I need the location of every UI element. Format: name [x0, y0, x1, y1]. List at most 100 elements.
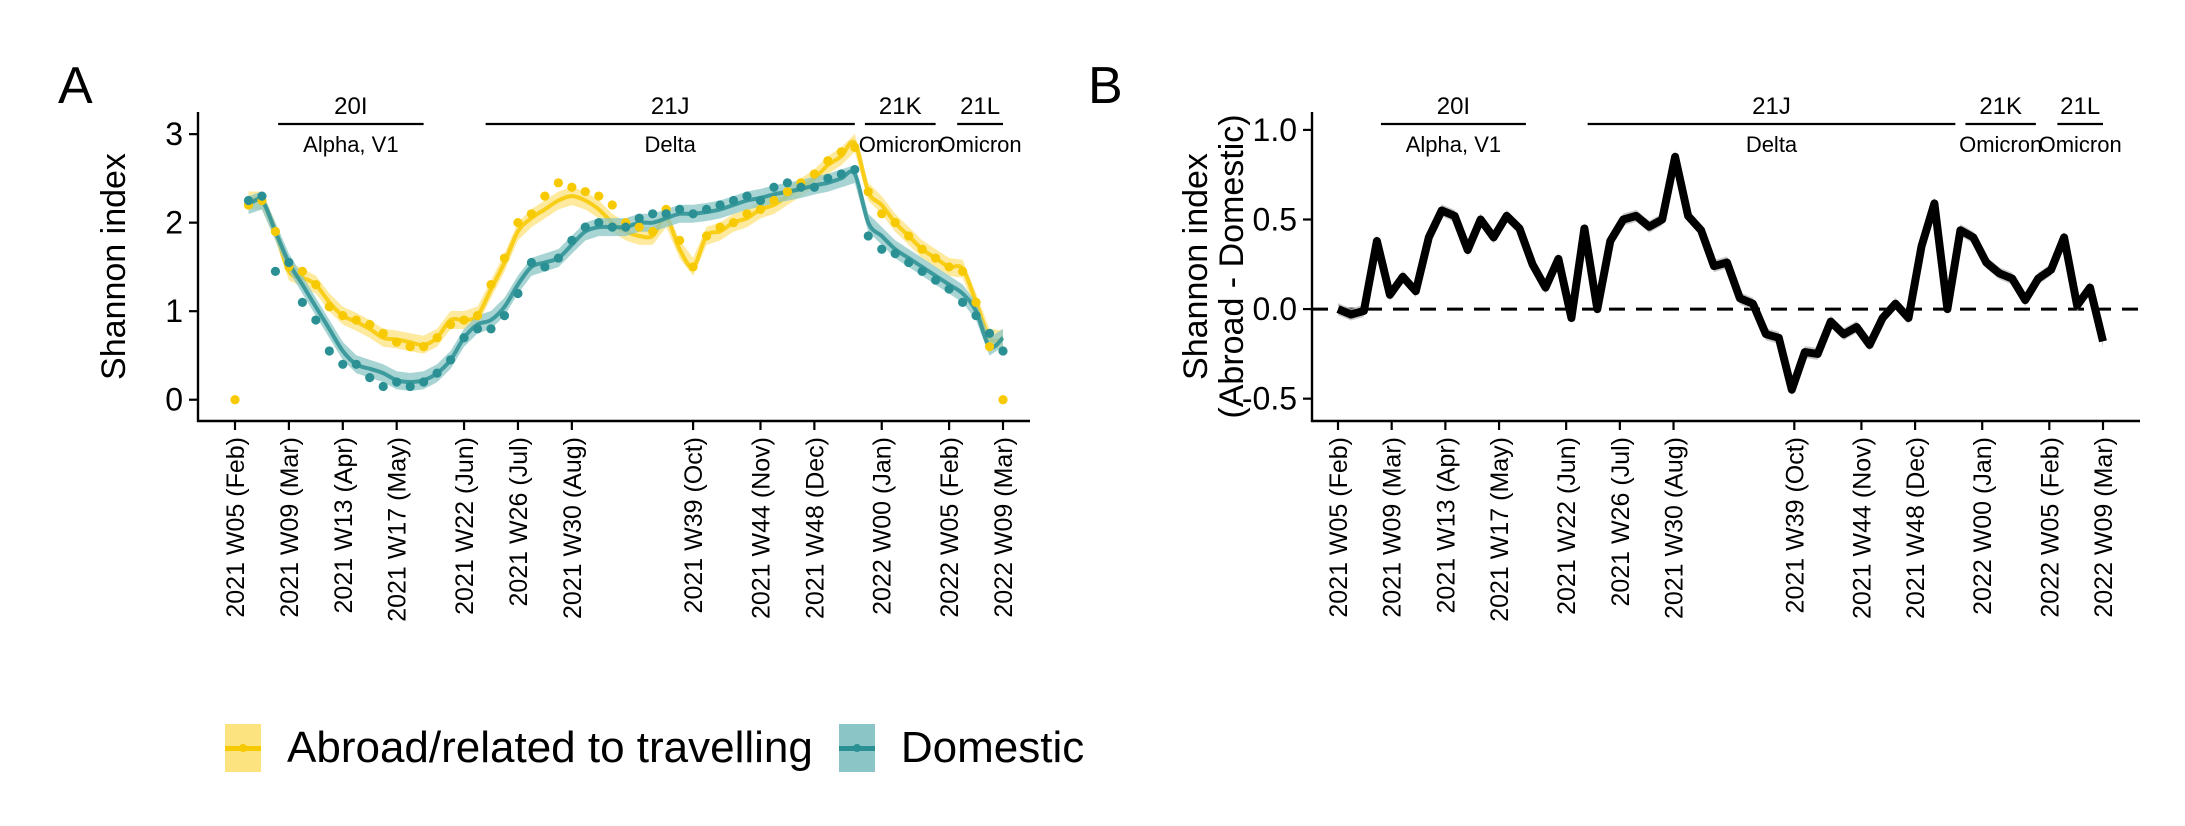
- data-point-abroad: [311, 280, 321, 290]
- panel-b-x-tick-label: 2021 W30 (Aug): [1661, 437, 1689, 619]
- data-point-domestic: [607, 222, 617, 232]
- panel-b-clade-label: 21J: [1752, 93, 1791, 120]
- difference-band: [1338, 150, 2103, 396]
- data-point-abroad: [769, 195, 779, 206]
- panel-a-lineage-label: Omicron: [939, 132, 1022, 157]
- panel-a-clade-label: 20I: [334, 93, 367, 120]
- panel-a-y-tick-label: 0: [165, 382, 183, 418]
- panel-b-y-tick-label: 0.5: [1253, 202, 1297, 238]
- panel-label-b: B: [1088, 57, 1123, 115]
- data-point-abroad: [823, 156, 833, 166]
- legend-label-abroad: Abroad/related to travelling: [287, 723, 813, 772]
- panel-b-y-axis-title: Shannon index: [1177, 153, 1215, 380]
- panel-label-a: A: [58, 57, 93, 115]
- panel-b-y-tick-label: -0.5: [1242, 381, 1297, 417]
- data-point-domestic: [338, 359, 348, 369]
- data-point-domestic: [365, 372, 375, 383]
- data-point-abroad: [863, 187, 873, 197]
- data-point-domestic: [270, 266, 281, 276]
- data-point-abroad: [540, 191, 550, 201]
- data-point-domestic: [715, 200, 725, 210]
- panel-b-y-tick-label: 0.0: [1253, 291, 1297, 327]
- data-point-domestic: [499, 311, 510, 321]
- panel-a-clade-label: 21L: [960, 93, 1000, 120]
- data-point-abroad: [688, 262, 698, 272]
- panel-b-y-axis-title: (Abroad - Domestic): [1213, 114, 1251, 418]
- data-point-abroad: [984, 342, 995, 352]
- data-point-domestic: [445, 355, 456, 365]
- data-point-domestic: [648, 209, 658, 219]
- legend-item-abroad: Abroad/related to travelling: [225, 723, 813, 773]
- data-point-domestic: [823, 173, 833, 183]
- data-point-abroad: [782, 187, 793, 197]
- data-point-abroad: [701, 231, 712, 241]
- data-point-domestic: [405, 381, 415, 392]
- data-point-domestic: [931, 275, 941, 285]
- data-point-domestic: [728, 195, 739, 206]
- data-point-abroad: [459, 315, 469, 325]
- panel-a-x-tick-label: 2022 W09 (Mar): [990, 437, 1018, 618]
- data-point-abroad: [365, 319, 375, 330]
- panel-b-x-tick-label: 2021 W39 (Oct): [1781, 437, 1809, 613]
- panel-b-clade-label: 21L: [2060, 93, 2100, 120]
- data-point-domestic: [459, 333, 469, 343]
- panel-a-lineage-label: Omicron: [859, 132, 942, 157]
- data-point-abroad: [634, 222, 644, 232]
- data-point-domestic: [324, 346, 334, 356]
- panel-a-clade-label: 21J: [651, 93, 690, 120]
- panel-a-x-tick-label: 2021 W22 (Jun): [451, 437, 479, 615]
- panel-b-x-tick-label: 2021 W26 (Jul): [1607, 437, 1635, 607]
- panel-b-x-tick-label: 2021 W17 (May): [1486, 437, 1514, 622]
- data-point-abroad: [594, 191, 604, 201]
- data-point-abroad: [998, 395, 1008, 405]
- data-point-domestic: [472, 324, 483, 334]
- data-point-abroad: [499, 253, 510, 263]
- data-point-abroad: [607, 200, 617, 210]
- data-point-abroad: [432, 333, 442, 343]
- panel-a-y-tick-label: 2: [165, 205, 183, 241]
- data-point-abroad: [904, 231, 914, 241]
- data-point-abroad: [971, 297, 981, 307]
- data-point-abroad: [445, 319, 456, 330]
- panel-a-x-tick-label: 2021 W48 (Dec): [801, 437, 829, 619]
- panel-a-lineage-label: Delta: [645, 132, 697, 157]
- data-point-abroad: [419, 342, 429, 352]
- panel-b-chart: 1.0 0.5 0.0 -0.5 2021 W05 (Feb) 2021 W09 (Mar…: [1177, 93, 2140, 622]
- data-point-domestic: [755, 195, 766, 206]
- data-point-abroad: [270, 226, 281, 237]
- panel-b-lineage-label: Omicron: [2039, 132, 2122, 157]
- panel-a-x-tick-label: 2021 W26 (Jul): [505, 437, 533, 607]
- panel-a-x-tick-label: 2021 W05 (Feb): [222, 437, 250, 618]
- data-point-domestic: [392, 377, 402, 387]
- data-point-abroad: [553, 178, 563, 188]
- data-point-abroad: [351, 315, 361, 325]
- data-point-domestic: [378, 381, 388, 392]
- panel-b-lineage-label: Delta: [1746, 132, 1798, 157]
- data-point-abroad: [378, 328, 388, 338]
- data-point-abroad: [392, 337, 402, 347]
- data-point-abroad: [931, 253, 941, 263]
- data-point-abroad: [957, 266, 968, 276]
- data-point-domestic: [675, 204, 685, 214]
- data-point-domestic: [284, 257, 294, 268]
- series-band-domestic: [248, 165, 1003, 391]
- panel-a-x-tick-label: 2022 W05 (Feb): [936, 437, 964, 618]
- data-point-abroad: [836, 147, 846, 157]
- data-point-domestic: [796, 182, 806, 192]
- panel-a-x-tick-label: 2021 W17 (May): [384, 437, 412, 622]
- data-point-domestic: [998, 346, 1008, 356]
- data-point-domestic: [742, 191, 752, 201]
- data-point-domestic: [257, 191, 267, 201]
- data-point-domestic: [701, 204, 712, 214]
- data-point-domestic: [984, 328, 995, 338]
- data-point-domestic: [432, 368, 442, 378]
- panel-a-y-tick-label: 1: [165, 293, 183, 329]
- panel-a-x-tick-label: 2021 W39 (Oct): [680, 437, 708, 613]
- data-point-abroad: [917, 244, 927, 254]
- data-point-domestic: [904, 257, 914, 268]
- data-point-abroad: [755, 204, 766, 214]
- data-point-domestic: [877, 244, 887, 254]
- data-point-domestic: [809, 182, 819, 192]
- difference-line: [1336, 152, 2107, 394]
- data-point-abroad: [297, 266, 307, 276]
